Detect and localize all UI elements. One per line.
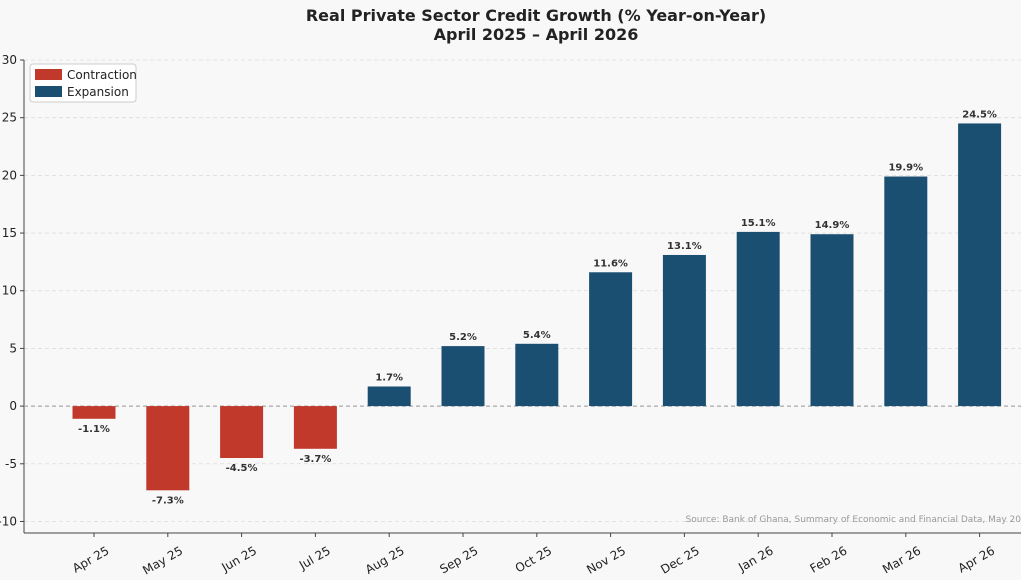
y-tick-label: 5: [9, 341, 17, 355]
x-tick-label: Oct 25: [513, 543, 555, 575]
data-label: -7.3%: [152, 495, 184, 506]
bar: [220, 406, 264, 459]
legend-label: Contraction: [67, 68, 137, 82]
data-label: -3.7%: [299, 454, 331, 465]
legend-swatch: [35, 69, 62, 80]
x-tick-label: Jan 26: [735, 543, 775, 574]
bar: [515, 343, 559, 407]
x-tick-label: Dec 25: [658, 543, 702, 576]
x-tick-label: Feb 26: [808, 543, 850, 575]
bars: -1.1% -7.3% -4.5% -3.7% 1.7% 5.2% 5.4% 11.6% 13.…: [72, 109, 1002, 506]
x-tick-label: Nov 25: [584, 543, 628, 576]
legend-label: Expansion: [67, 85, 129, 99]
y-tick-label: 30: [2, 53, 17, 67]
x-tick-label: May 25: [140, 543, 185, 577]
x-tick-label: Sep 25: [437, 543, 480, 576]
y-tick-label: 0: [9, 399, 17, 413]
data-label: 14.9%: [815, 220, 850, 231]
bar: [884, 176, 928, 407]
data-label: 1.7%: [375, 372, 403, 383]
chart-title: Real Private Sector Credit Growth (% Yea…: [306, 6, 766, 25]
bar: [367, 386, 411, 407]
bar: [736, 231, 780, 407]
y-tick-label: 25: [2, 111, 17, 125]
bar: [293, 406, 337, 449]
y-tick-label: 20: [2, 168, 17, 182]
data-label: 5.4%: [523, 330, 551, 341]
data-label: 24.5%: [962, 109, 997, 120]
bar: [146, 406, 190, 491]
chart-subtitle: April 2025 – April 2026: [434, 25, 639, 44]
data-label: 5.2%: [449, 332, 477, 343]
bar: [810, 234, 854, 407]
bar: [441, 346, 485, 407]
data-label: 15.1%: [741, 218, 776, 229]
x-tick-label: Mar 26: [880, 543, 923, 576]
data-label: 13.1%: [667, 241, 702, 252]
y-tick-label: -10: [0, 514, 17, 528]
data-label: -4.5%: [226, 463, 258, 474]
y-tick-label: 10: [2, 284, 17, 298]
legend-swatch: [35, 86, 62, 97]
data-label: 19.9%: [888, 163, 923, 174]
y-tick-label: -5: [5, 457, 17, 471]
x-tick-label: Aug 25: [363, 543, 407, 576]
bar: [589, 272, 633, 407]
bar: [958, 123, 1002, 407]
data-label: -1.1%: [78, 424, 110, 435]
y-tick-label: 15: [2, 226, 17, 240]
bar: [662, 254, 706, 407]
x-tick-label: Jun 25: [218, 543, 259, 575]
data-label: 11.6%: [593, 258, 628, 269]
legend: Contraction Expansion: [29, 63, 137, 103]
x-tick-label: Apr 26: [956, 543, 998, 575]
x-tick-label: Apr 25: [70, 543, 112, 575]
bar: [72, 406, 116, 419]
x-tick-label: Jul 25: [296, 543, 333, 572]
source-note: Source: Bank of Ghana, Summary of Econom…: [686, 515, 1021, 525]
